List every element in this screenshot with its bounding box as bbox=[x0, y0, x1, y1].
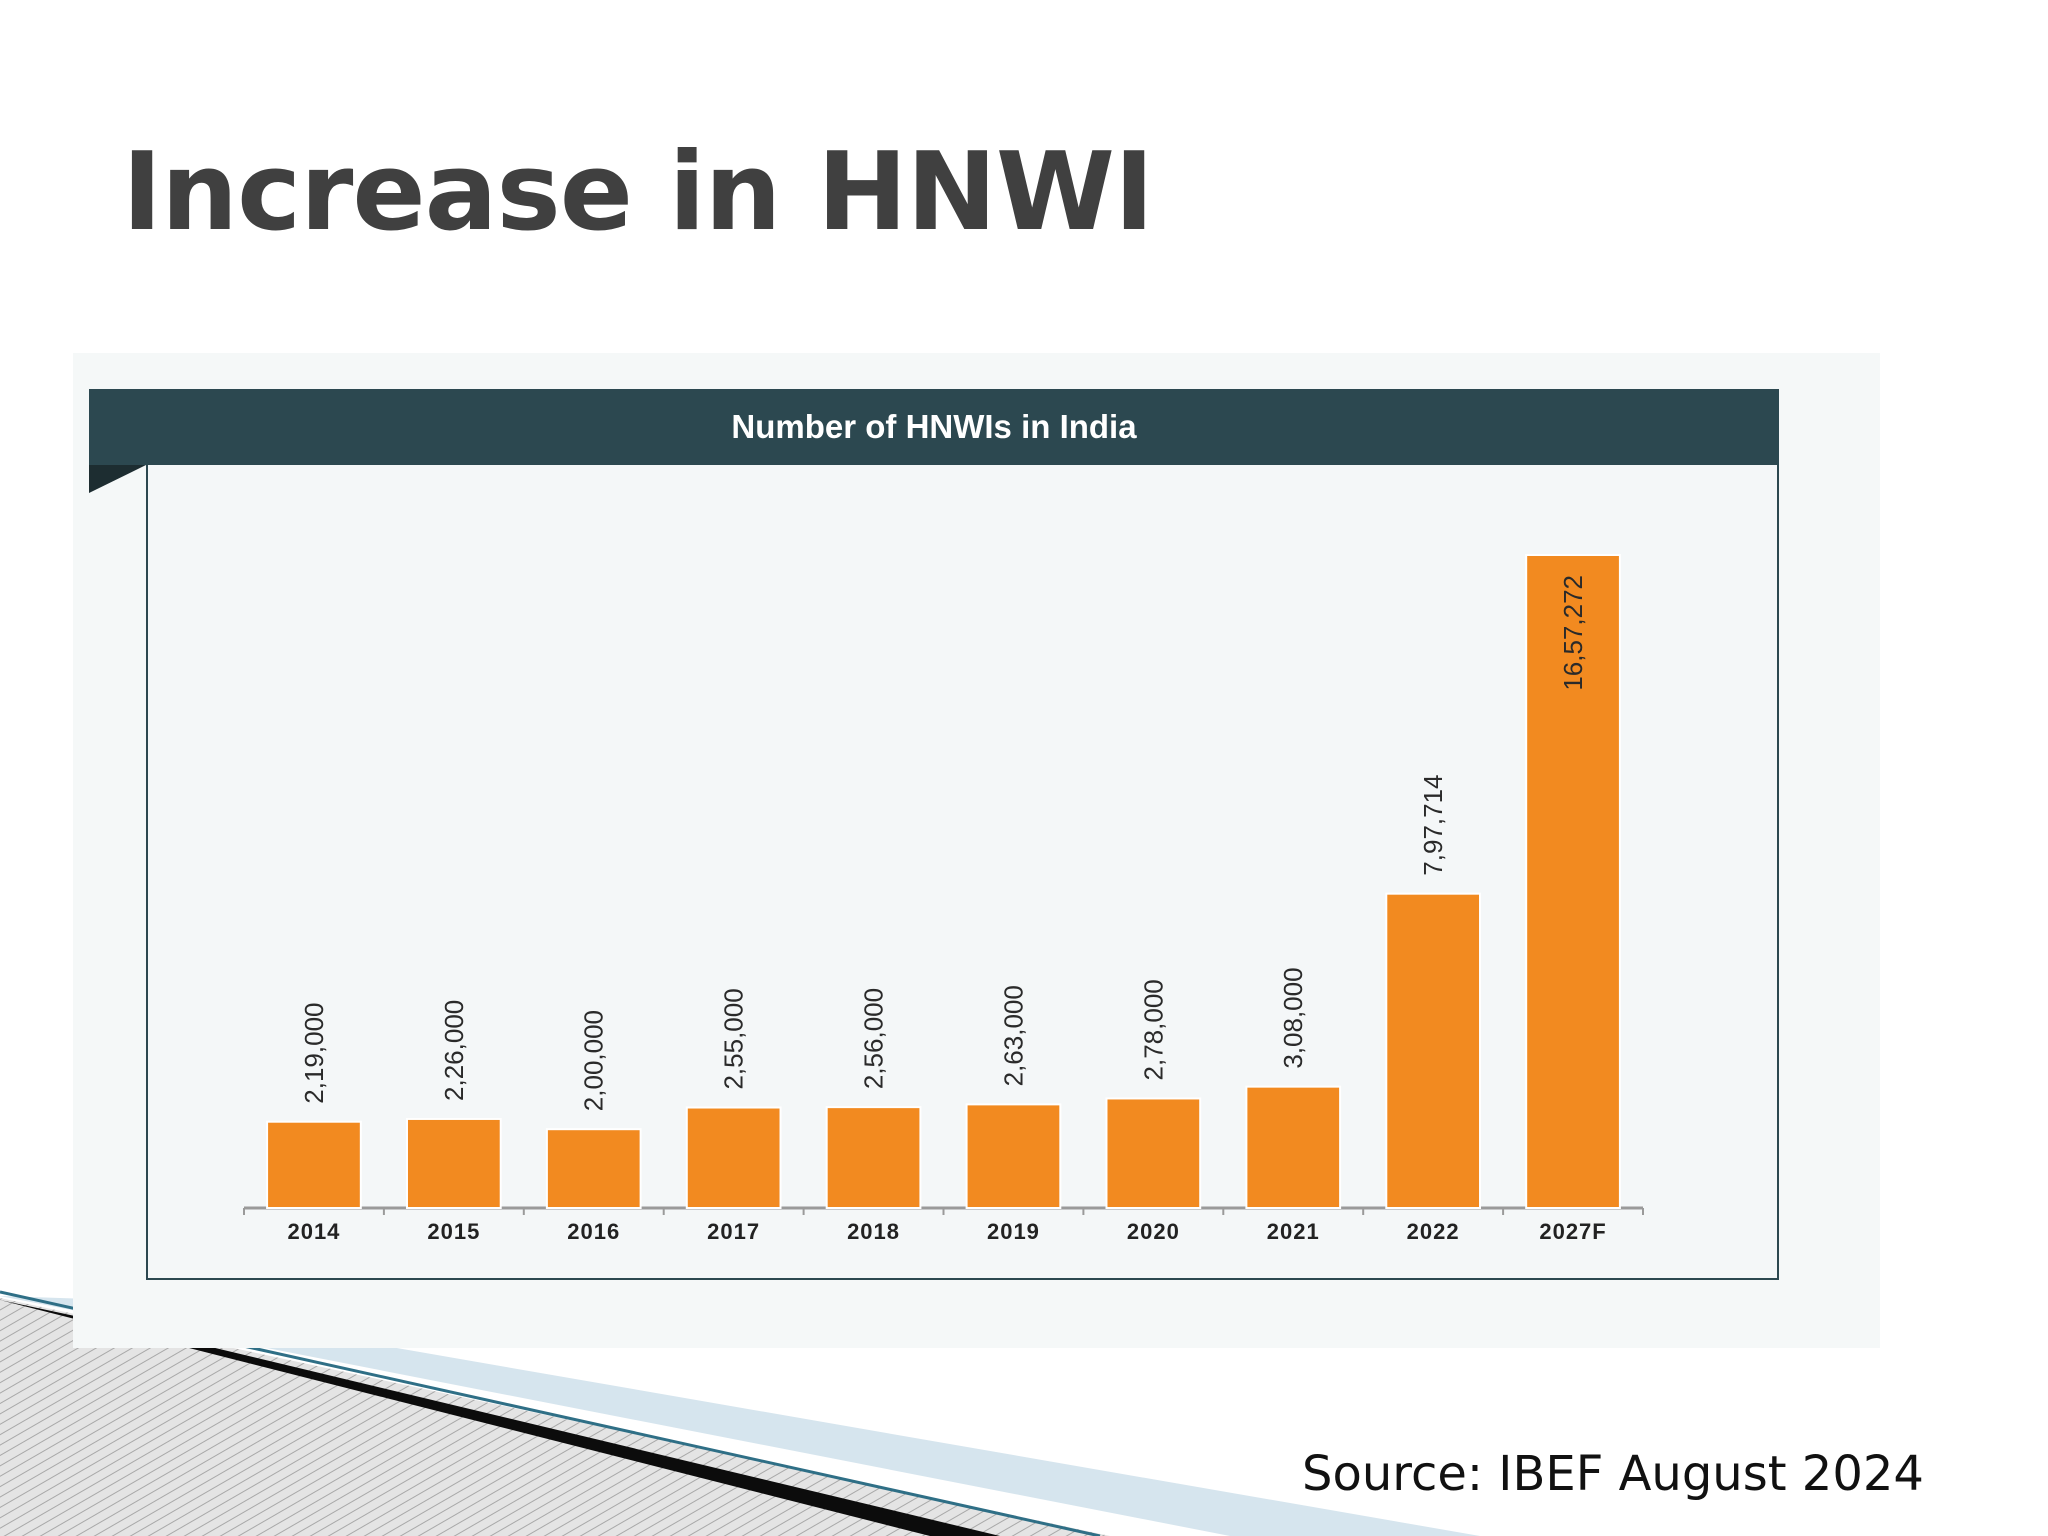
bar-2014 bbox=[266, 1120, 362, 1210]
data-label: 2,55,000 bbox=[719, 988, 749, 1089]
bar-2017 bbox=[685, 1106, 782, 1210]
bar-2020 bbox=[1105, 1097, 1202, 1209]
x-tick-label: 2021 bbox=[1267, 1219, 1320, 1244]
x-tick-label: 2015 bbox=[427, 1219, 480, 1244]
data-label: 2,26,000 bbox=[439, 1000, 469, 1101]
x-tick-label: 2018 bbox=[847, 1219, 900, 1244]
header-fold-shadow bbox=[89, 465, 146, 493]
bar-2021 bbox=[1245, 1085, 1342, 1210]
chart-plot-frame: 2014 2,19,000 2015 2,26,000 2016 2,00,000 2017… bbox=[146, 465, 1779, 1280]
x-tick-label: 2022 bbox=[1407, 1219, 1460, 1244]
x-tick-label: 2014 bbox=[287, 1219, 340, 1244]
data-label: 2,78,000 bbox=[1138, 979, 1168, 1080]
bar-2022 bbox=[1385, 892, 1482, 1209]
source-note: Source: IBEF August 2024 bbox=[1302, 1446, 1924, 1502]
x-tick-label: 2016 bbox=[567, 1219, 620, 1244]
data-label: 2,19,000 bbox=[299, 1002, 329, 1103]
slide-title: Increase in HNWI bbox=[122, 130, 1154, 255]
x-tick-label: 2027F bbox=[1539, 1219, 1606, 1244]
x-tick-label: 2019 bbox=[987, 1219, 1040, 1244]
bar-2027F bbox=[1525, 554, 1621, 1209]
data-label: 2,56,000 bbox=[859, 988, 889, 1089]
data-label: 3,08,000 bbox=[1278, 967, 1308, 1068]
x-tick-label: 2020 bbox=[1127, 1219, 1180, 1244]
chart-panel: Number of HNWIs in India 2014 2,19,000 201… bbox=[73, 353, 1880, 1348]
data-label: 2,00,000 bbox=[579, 1010, 609, 1111]
data-label: 2,63,000 bbox=[998, 985, 1028, 1086]
data-label: 7,97,714 bbox=[1418, 774, 1448, 875]
bar-2019 bbox=[965, 1103, 1062, 1210]
chart-title: Number of HNWIs in India bbox=[89, 389, 1779, 465]
bar-2018 bbox=[825, 1106, 922, 1209]
bar-chart: 2014 2,19,000 2015 2,26,000 2016 2,00,000 2017… bbox=[243, 554, 1644, 1244]
bar-2015 bbox=[405, 1117, 502, 1209]
bar-2016 bbox=[545, 1128, 642, 1210]
data-label: 16,57,272 bbox=[1558, 575, 1588, 691]
x-tick-label: 2017 bbox=[707, 1219, 760, 1244]
